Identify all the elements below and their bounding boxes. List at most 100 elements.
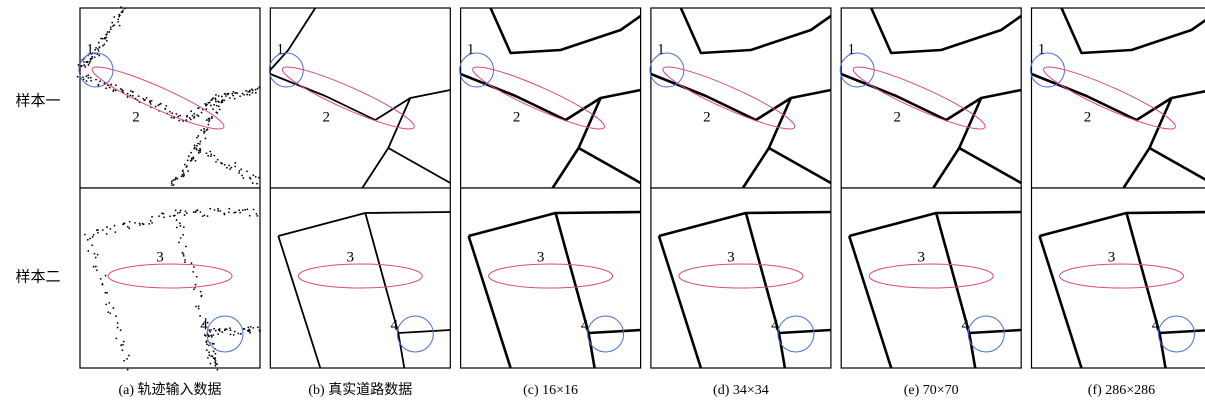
trajectory-point (83, 79, 85, 81)
trajectory-point (196, 145, 198, 147)
trajectory-point (88, 62, 90, 64)
trajectory-point (104, 38, 106, 40)
trajectory-point (249, 91, 251, 93)
trajectory-point (100, 278, 102, 280)
trajectory-point (199, 151, 201, 153)
panel-image: 12 (840, 8, 1021, 188)
trajectory-point (182, 234, 184, 236)
trajectory-point (206, 119, 208, 121)
trajectory-point (206, 343, 208, 345)
trajectory-point (105, 292, 107, 294)
panel-image: 12 (650, 8, 831, 188)
trajectory-point (212, 334, 214, 336)
trajectory-point (185, 246, 187, 248)
trajectory-point (200, 129, 202, 131)
trajectory-point (221, 100, 223, 102)
trajectory-point (178, 120, 180, 122)
trajectory-point (127, 96, 129, 98)
trajectory-point (171, 184, 173, 186)
trajectory-point (144, 99, 146, 101)
trajectory-point (197, 135, 199, 137)
trajectory-point (252, 174, 254, 176)
trajectory-point (208, 124, 210, 126)
trajectory-point (128, 227, 130, 229)
trajectory-point (209, 331, 211, 333)
trajectory-point (244, 209, 246, 211)
trajectory-point (234, 331, 236, 333)
trajectory-point (88, 64, 90, 66)
trajectory-point (186, 165, 188, 167)
trajectory-point (255, 92, 257, 94)
trajectory-point (98, 50, 100, 52)
annotation: 1 (277, 41, 285, 57)
trajectory-point (253, 209, 255, 211)
trajectory-point (102, 38, 104, 40)
trajectory-point (249, 332, 251, 334)
trajectory-point (183, 226, 185, 228)
trajectory-point (205, 335, 207, 337)
trajectory-point (112, 307, 114, 309)
trajectory-point (203, 132, 205, 134)
trajectory-point (192, 115, 194, 117)
trajectory-point (210, 329, 212, 331)
trajectory-point (220, 162, 222, 164)
trajectory-point (215, 330, 217, 332)
panel-image: 34 (1032, 188, 1205, 368)
trajectory-point (94, 49, 96, 51)
row-label: 样本二 (15, 268, 60, 285)
trajectory-point (190, 160, 192, 162)
trajectory-point (207, 102, 209, 104)
trajectory-point (174, 215, 176, 217)
panel-caption: (f) 286×286 (1088, 383, 1155, 398)
trajectory-point (132, 95, 134, 97)
trajectory-point (230, 334, 232, 336)
trajectory-point (113, 24, 115, 26)
trajectory-point (199, 143, 201, 145)
trajectory-point (96, 269, 98, 271)
panel-frame (461, 8, 641, 188)
trajectory-point (195, 160, 197, 162)
trajectory-point (82, 76, 84, 78)
trajectory-point (257, 88, 259, 90)
trajectory-point (190, 152, 192, 154)
trajectory-point (91, 57, 93, 59)
trajectory-point (115, 337, 117, 339)
trajectory-point (200, 141, 202, 143)
trajectory-point (207, 357, 209, 359)
trajectory-point (229, 97, 231, 99)
trajectory-point (109, 228, 111, 230)
trajectory-point (205, 138, 207, 140)
trajectory-point (130, 90, 132, 92)
trajectory-point (198, 115, 200, 117)
trajectory-point (127, 369, 129, 371)
trajectory-point (95, 79, 97, 81)
trajectory-point (122, 344, 124, 346)
trajectory-point (228, 211, 230, 213)
trajectory-point (178, 242, 180, 244)
trajectory-point (115, 84, 117, 86)
panel-caption: (c) 16×16 (523, 383, 578, 398)
trajectory-point (175, 177, 177, 179)
trajectory-point (192, 271, 194, 273)
trajectory-point (228, 165, 230, 167)
trajectory-point (177, 116, 179, 118)
trajectory-point (110, 84, 112, 86)
trajectory-point (119, 14, 121, 16)
trajectory-point (223, 99, 225, 101)
trajectory-point (187, 159, 189, 161)
annotation: 2 (513, 109, 521, 125)
trajectory-point (107, 311, 109, 313)
trajectory-point (249, 215, 251, 217)
annotation: 4 (1152, 317, 1160, 333)
trajectory-point (106, 233, 108, 235)
trajectory-point (124, 8, 126, 10)
annotation: 1 (467, 41, 475, 57)
trajectory-point (207, 155, 209, 157)
trajectory-point (186, 212, 188, 214)
trajectory-point (208, 354, 210, 356)
trajectory-point (233, 334, 235, 336)
trajectory-point (120, 11, 122, 13)
trajectory-point (105, 37, 107, 39)
trajectory-point (229, 168, 231, 170)
trajectory-point (215, 161, 217, 163)
